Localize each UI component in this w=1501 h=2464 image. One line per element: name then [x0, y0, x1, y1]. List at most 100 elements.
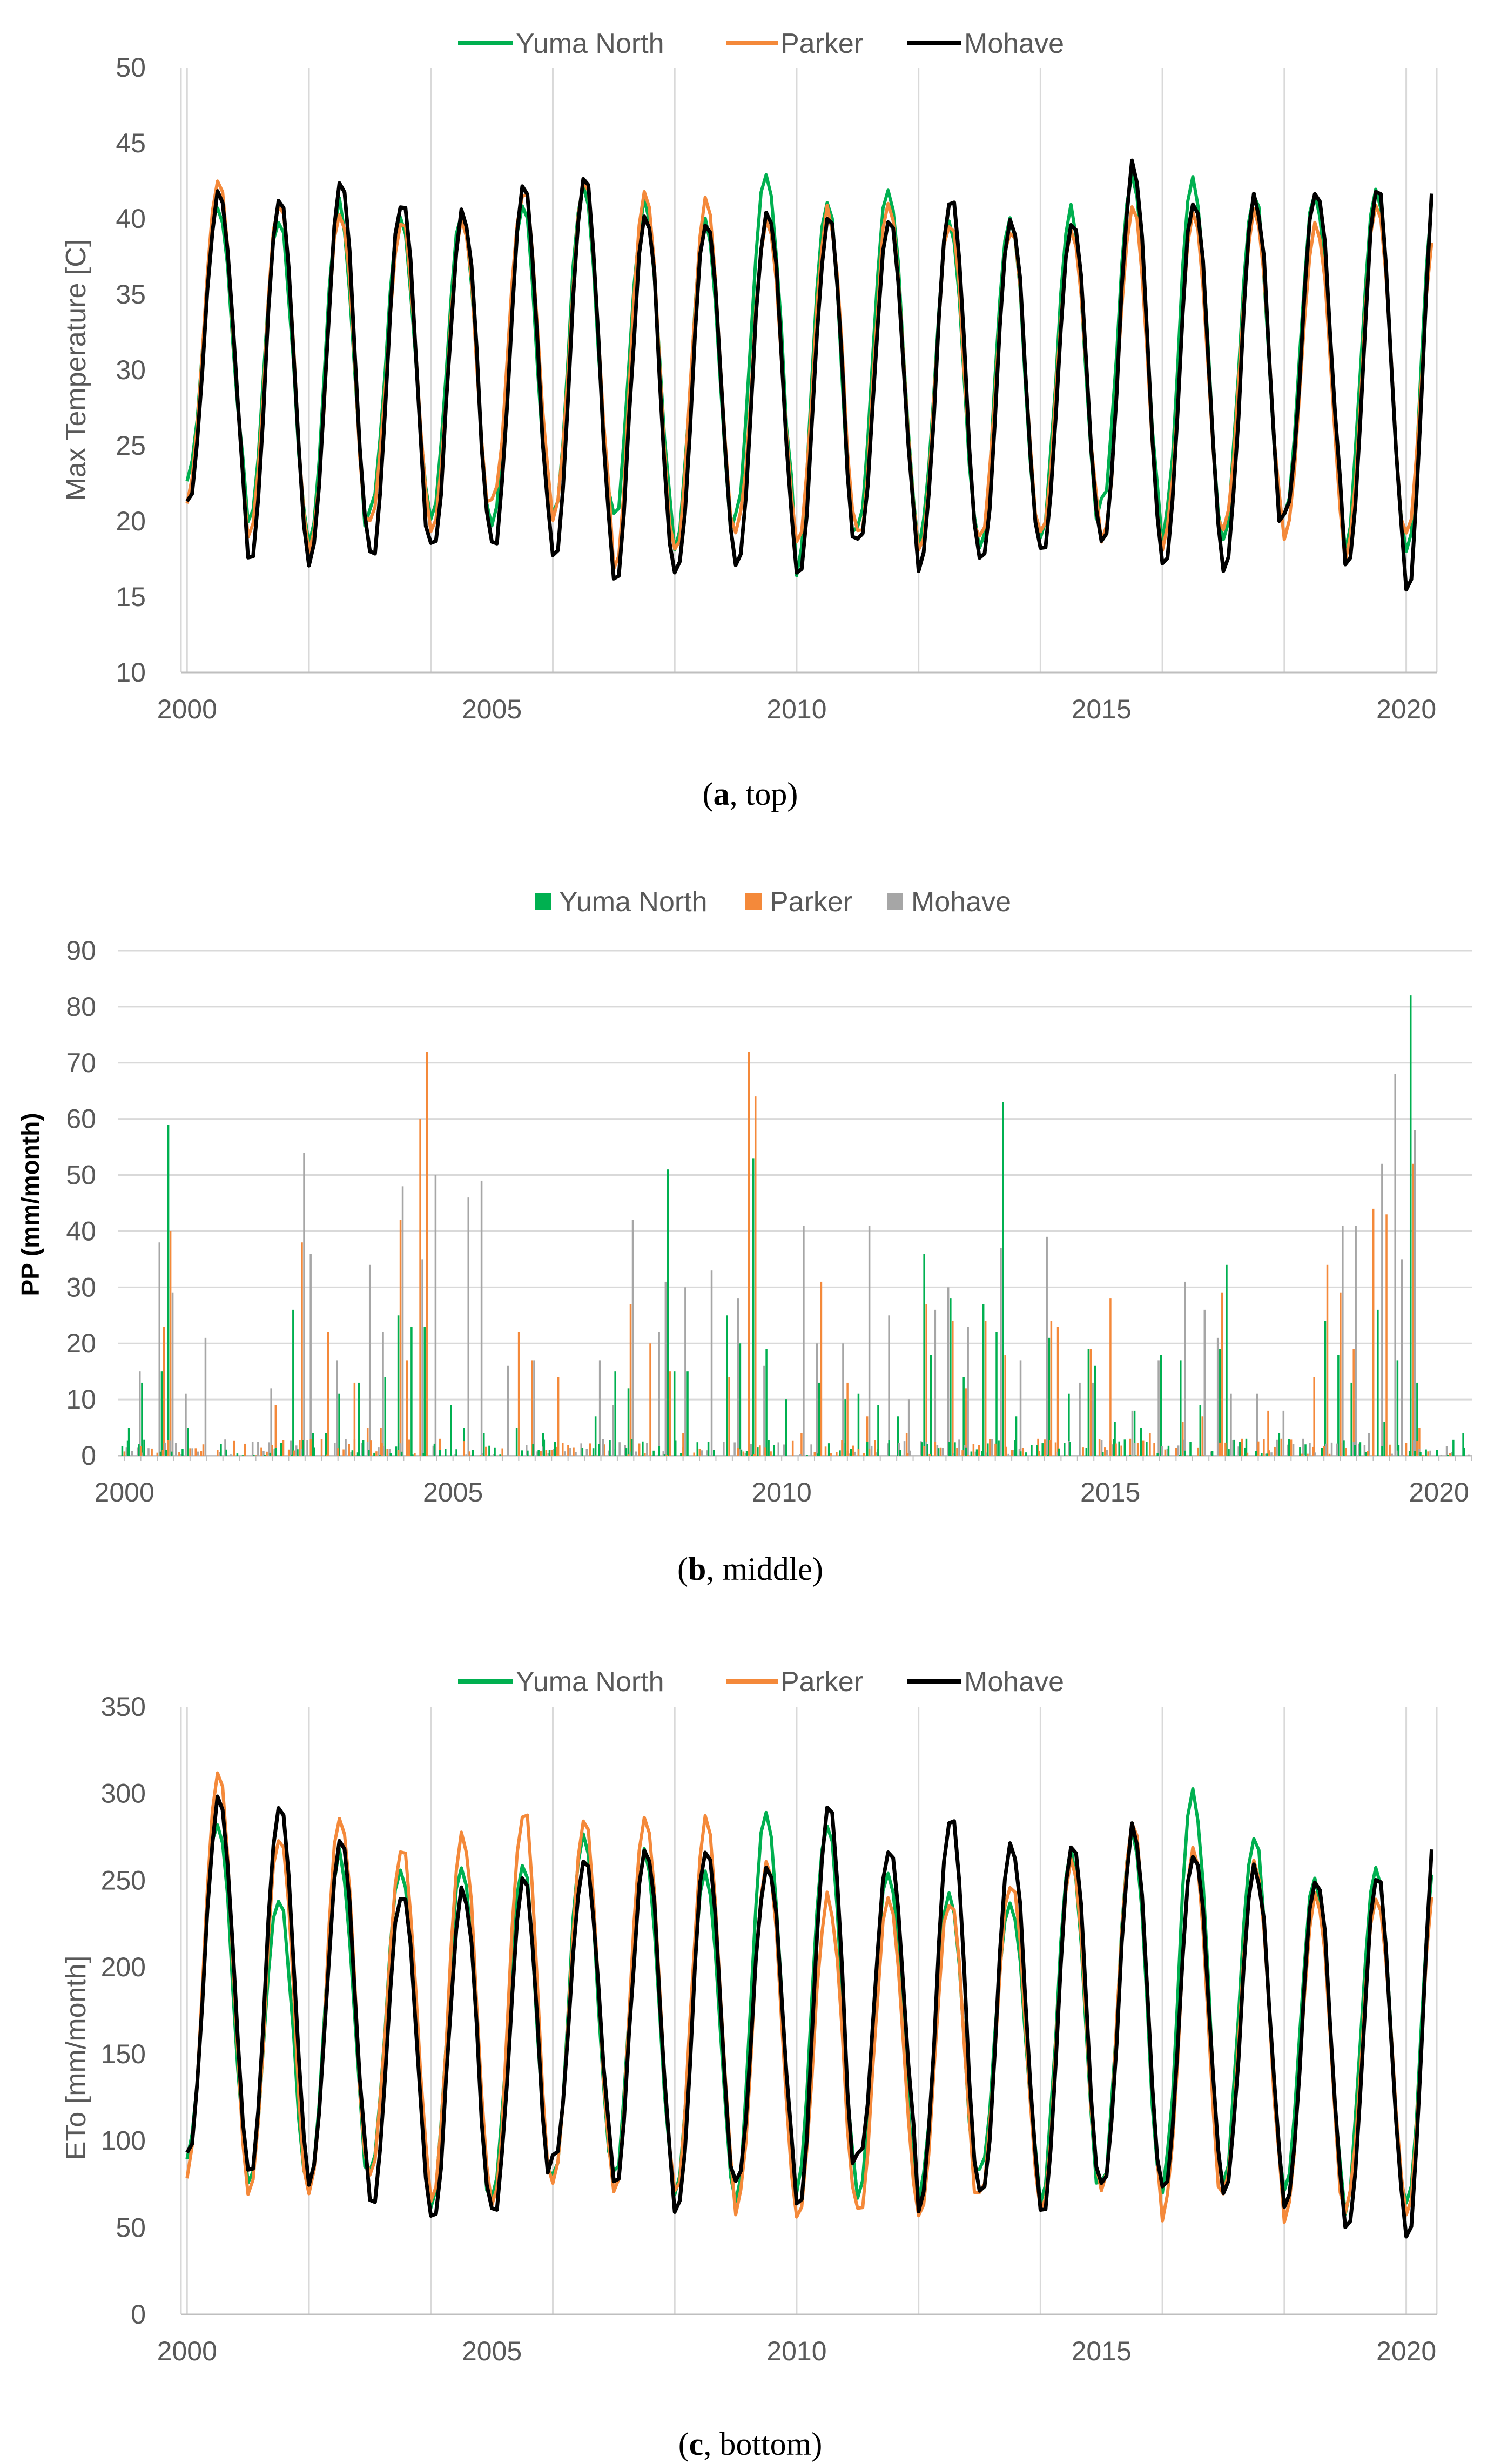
bar-small [1069, 1442, 1071, 1456]
bar-small [696, 1442, 699, 1456]
bar-small [663, 1454, 666, 1456]
bar-small [836, 1452, 838, 1456]
bar-small [850, 1449, 852, 1456]
bar-small [1211, 1451, 1214, 1456]
bar-small [1047, 1454, 1049, 1456]
bar-small [1342, 1442, 1344, 1456]
bar-parker [1411, 1163, 1414, 1456]
bar-small [274, 1448, 277, 1456]
bar-mohave [842, 1343, 844, 1456]
bar-small [1007, 1453, 1009, 1456]
bar-small [887, 1443, 889, 1456]
bar-small [375, 1451, 378, 1456]
bar-small [723, 1442, 725, 1456]
series-line-parker [185, 179, 1433, 571]
x-tick-label: 2000 [157, 694, 217, 724]
bar-small [1416, 1441, 1418, 1456]
bar-small [494, 1447, 496, 1456]
bar-small [526, 1445, 528, 1456]
bar-small [1054, 1442, 1057, 1456]
bar-small [381, 1443, 383, 1456]
bar-small [356, 1452, 359, 1456]
bar-small [1336, 1443, 1338, 1456]
x-tick-label: 2015 [1072, 2336, 1132, 2366]
bar-yuma-north [1324, 1321, 1327, 1456]
bar-small [744, 1453, 747, 1456]
bar-small [362, 1440, 365, 1456]
bar-small [813, 1452, 816, 1456]
bar-small [1224, 1442, 1227, 1456]
bar-small [499, 1454, 501, 1456]
bar-small [236, 1453, 239, 1456]
bar-small [608, 1450, 610, 1456]
bar-small [1189, 1442, 1192, 1456]
bar-small [1408, 1451, 1411, 1456]
bar-small [422, 1453, 425, 1456]
bar-small [414, 1453, 416, 1456]
legend-yuma-north-swatch-b [535, 893, 551, 910]
bar-small [556, 1446, 558, 1456]
bar-small [876, 1452, 878, 1456]
bar-parker [1418, 1428, 1421, 1456]
legend-mohave-label-c: Mohave [964, 1666, 1064, 1698]
bar-mohave [967, 1327, 969, 1456]
bar-small [1287, 1444, 1289, 1456]
bar-yuma-north [1015, 1416, 1018, 1456]
bar-small [220, 1444, 222, 1456]
x-tick-label: 2010 [752, 1477, 812, 1507]
bar-small [985, 1452, 988, 1456]
bar-small [759, 1445, 761, 1456]
bar-small [1381, 1446, 1383, 1456]
bar-small [488, 1445, 490, 1456]
y-tick-labels-a: 10 15 20 25 30 35 40 45 50 [116, 52, 146, 688]
bar-small [1005, 1446, 1007, 1456]
legend-a: Yuma North Parker Mohave [458, 28, 1064, 59]
bar-small [550, 1450, 553, 1456]
bar-small [197, 1451, 199, 1456]
bar-small [291, 1454, 293, 1456]
x-tick-label: 2015 [1072, 694, 1132, 724]
bar-parker [399, 1220, 402, 1456]
bar-small [870, 1445, 873, 1456]
bar-small [408, 1439, 410, 1456]
bar-small [748, 1450, 750, 1456]
bar-small [658, 1446, 661, 1456]
bar-parker [649, 1343, 651, 1456]
bar-small [297, 1449, 299, 1456]
bar-small [824, 1446, 827, 1456]
bar-small [953, 1453, 955, 1456]
bar-small [1044, 1439, 1046, 1456]
bar-parker [984, 1321, 987, 1456]
bar-small [772, 1454, 774, 1456]
bar-small [301, 1448, 303, 1456]
y-tick-label: 50 [116, 2212, 146, 2243]
bar-small [597, 1444, 600, 1456]
bar-small [799, 1454, 802, 1456]
bar-parker [1352, 1349, 1355, 1456]
bar-small [421, 1450, 423, 1456]
bar-small [1261, 1453, 1263, 1456]
bar-mohave [763, 1365, 765, 1456]
bar-small [454, 1454, 456, 1456]
legend-yuma-north-label-b: Yuma North [559, 886, 708, 918]
bar-small [368, 1450, 370, 1456]
bar-small [342, 1449, 345, 1456]
bar-small [1323, 1446, 1325, 1456]
bar-small [753, 1454, 756, 1456]
y-tick-label: 50 [66, 1160, 96, 1190]
bar-yuma-north [818, 1382, 820, 1456]
bar-small [1013, 1450, 1015, 1456]
bar-small [1068, 1441, 1070, 1456]
bar-yuma-north [1383, 1422, 1385, 1456]
bar-small [194, 1448, 197, 1456]
x-tick-label: 2020 [1376, 694, 1436, 724]
bar-small [293, 1450, 295, 1456]
bar-mohave [1157, 1360, 1160, 1456]
bar-small [1255, 1451, 1257, 1456]
bar-small [1133, 1443, 1136, 1456]
x-tick-label: 2020 [1376, 2336, 1436, 2366]
bar-small [348, 1444, 350, 1456]
bar-small [751, 1454, 753, 1456]
bar-small [1364, 1452, 1367, 1456]
bar-small [123, 1451, 126, 1456]
